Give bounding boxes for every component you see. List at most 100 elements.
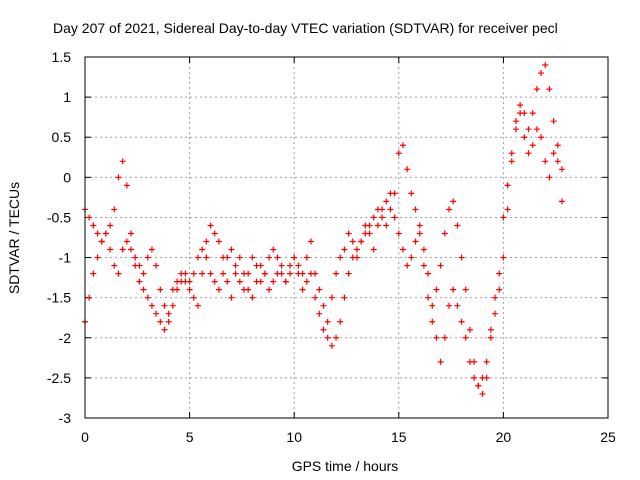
data-point	[475, 382, 482, 389]
data-point	[123, 238, 130, 245]
data-point	[517, 110, 524, 117]
data-point	[533, 86, 540, 93]
data-point	[383, 198, 390, 205]
data-point	[132, 254, 139, 261]
data-point	[496, 270, 503, 277]
data-point	[466, 326, 473, 333]
data-point	[521, 134, 528, 141]
data-point	[533, 126, 540, 133]
data-point	[425, 270, 432, 277]
y-tick-label: 0	[63, 169, 71, 185]
data-point	[483, 358, 490, 365]
data-point	[433, 286, 440, 293]
data-point	[471, 374, 478, 381]
data-point	[266, 286, 273, 293]
y-tick-label: -2.5	[47, 370, 71, 386]
data-point	[228, 294, 235, 301]
data-point	[408, 190, 415, 197]
x-tick-label: 5	[186, 429, 194, 445]
data-point	[387, 190, 394, 197]
data-point	[512, 126, 519, 133]
data-point	[278, 262, 285, 269]
data-point	[153, 310, 160, 317]
data-point	[228, 246, 235, 253]
data-point	[86, 214, 93, 221]
data-point	[550, 150, 557, 157]
y-tick-label: -2	[59, 330, 72, 346]
data-point	[249, 294, 256, 301]
data-point	[90, 270, 97, 277]
data-point	[412, 238, 419, 245]
data-point	[450, 198, 457, 205]
data-point	[186, 278, 193, 285]
data-point	[194, 254, 201, 261]
data-point	[224, 254, 231, 261]
data-point	[387, 206, 394, 213]
y-tick-label: -1.5	[47, 290, 71, 306]
data-point	[86, 294, 93, 301]
x-tick-label: 10	[286, 429, 302, 445]
data-point	[483, 374, 490, 381]
data-point	[458, 318, 465, 325]
y-axis-label: SDTVAR / TECUs	[6, 182, 22, 294]
data-point	[462, 334, 469, 341]
data-point	[408, 254, 415, 261]
data-point	[253, 262, 260, 269]
data-point	[353, 254, 360, 261]
data-point	[454, 222, 461, 229]
data-point	[429, 302, 436, 309]
data-point	[441, 334, 448, 341]
data-point	[529, 142, 536, 149]
data-point	[190, 270, 197, 277]
data-point	[211, 278, 218, 285]
data-point	[412, 206, 419, 213]
data-point	[140, 286, 147, 293]
data-point	[266, 254, 273, 261]
data-point	[161, 302, 168, 309]
data-point	[207, 222, 214, 229]
data-point	[203, 238, 210, 245]
data-point	[111, 206, 118, 213]
data-point	[274, 254, 281, 261]
data-point	[148, 246, 155, 253]
data-point	[207, 270, 214, 277]
data-point	[165, 318, 172, 325]
data-point	[328, 342, 335, 349]
data-point	[287, 270, 294, 277]
data-point	[215, 286, 222, 293]
data-point	[341, 246, 348, 253]
data-point	[341, 294, 348, 301]
data-point	[236, 254, 243, 261]
data-point	[161, 326, 168, 333]
data-point	[546, 86, 553, 93]
data-point	[479, 390, 486, 397]
data-point	[504, 206, 511, 213]
x-axis-label: GPS time / hours	[292, 458, 399, 474]
data-point	[500, 214, 507, 221]
data-point	[441, 230, 448, 237]
y-tick-label: 1.5	[52, 49, 72, 65]
data-point	[111, 262, 118, 269]
data-point	[249, 254, 256, 261]
data-point	[169, 286, 176, 293]
data-point	[446, 302, 453, 309]
data-point	[169, 302, 176, 309]
data-point	[429, 318, 436, 325]
data-point	[345, 270, 352, 277]
data-point	[153, 262, 160, 269]
data-point	[462, 286, 469, 293]
data-point	[102, 230, 109, 237]
data-point	[320, 302, 327, 309]
data-point	[512, 118, 519, 125]
data-point	[349, 238, 356, 245]
data-point	[295, 262, 302, 269]
data-point	[542, 62, 549, 69]
data-point	[303, 278, 310, 285]
data-point	[492, 294, 499, 301]
data-point	[437, 358, 444, 365]
x-tick-label: 20	[496, 429, 512, 445]
data-point	[558, 166, 565, 173]
data-point	[404, 262, 411, 269]
data-point	[148, 302, 155, 309]
data-point	[312, 270, 319, 277]
